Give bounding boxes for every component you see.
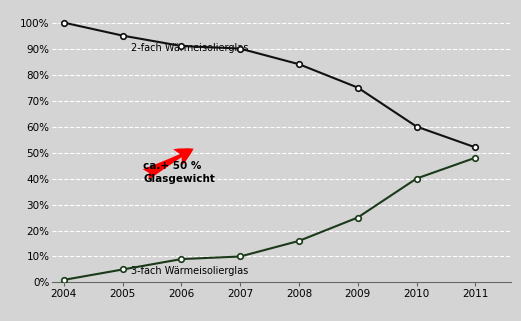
Text: 2-fach Wärmeisolierglas: 2-fach Wärmeisolierglas: [131, 43, 249, 53]
Text: ca.+ 50 %: ca.+ 50 %: [143, 160, 202, 170]
Text: 3-fach Wärmeisolierglas: 3-fach Wärmeisolierglas: [131, 266, 249, 276]
Text: Glasgewicht: Glasgewicht: [143, 174, 215, 184]
